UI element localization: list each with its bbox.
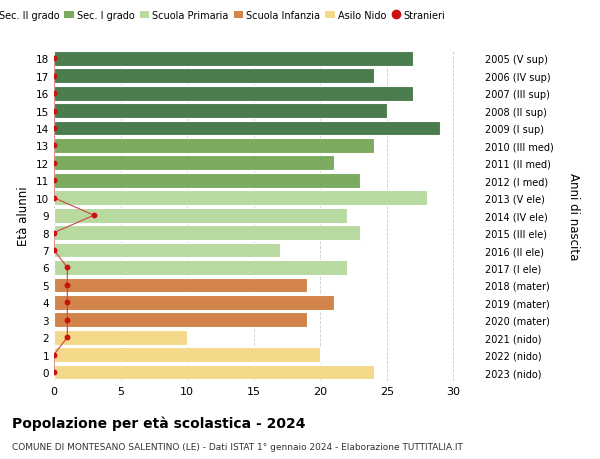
Bar [54,87,413,101]
Bar [54,313,307,327]
Legend: Sec. II grado, Sec. I grado, Scuola Primaria, Scuola Infanzia, Asilo Nido, Stran: Sec. II grado, Sec. I grado, Scuola Prim… [0,11,445,21]
Point [49,56,59,63]
Point [49,160,59,167]
Bar [54,52,413,67]
Point [49,369,59,376]
Bar [54,278,307,293]
Point [49,351,59,358]
Point [49,177,59,185]
Point [49,108,59,115]
Text: Popolazione per età scolastica - 2024: Popolazione per età scolastica - 2024 [12,415,305,430]
Y-axis label: Anni di nascita: Anni di nascita [568,172,581,259]
Bar [54,191,427,206]
Bar [54,243,280,258]
Point [62,316,72,324]
Bar [54,226,360,241]
Point [49,125,59,133]
Bar [54,295,334,310]
Bar [54,121,440,136]
Point [49,73,59,80]
Bar [54,330,187,345]
Bar [54,139,373,154]
Bar [54,208,347,223]
Text: COMUNE DI MONTESANO SALENTINO (LE) - Dati ISTAT 1° gennaio 2024 - Elaborazione T: COMUNE DI MONTESANO SALENTINO (LE) - Dat… [12,442,463,451]
Bar [54,347,320,362]
Point [49,247,59,254]
Point [62,282,72,289]
Bar [54,104,387,119]
Point [49,230,59,237]
Bar [54,69,373,84]
Bar [54,261,347,275]
Point [89,212,99,219]
Y-axis label: Età alunni: Età alunni [17,186,31,246]
Point [49,90,59,98]
Bar [54,156,334,171]
Bar [54,365,373,380]
Point [62,334,72,341]
Point [49,195,59,202]
Point [62,264,72,272]
Bar [54,174,360,188]
Point [62,299,72,306]
Point [49,142,59,150]
